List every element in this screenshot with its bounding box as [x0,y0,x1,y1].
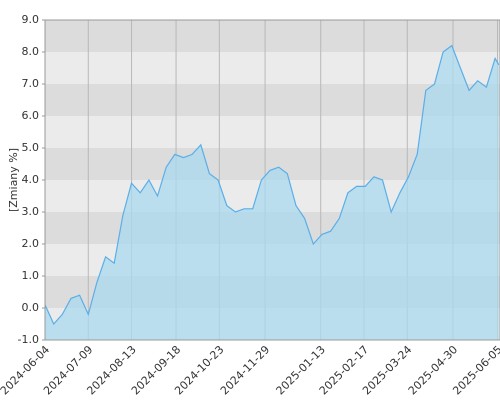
area [45,45,499,340]
y-tick-label: 0.0 [22,301,40,314]
y-tick-label: 7.0 [22,77,40,90]
band [45,20,500,52]
y-tick-label: 4.0 [22,173,40,186]
plot-border [44,19,500,341]
y-tick-label: 9.0 [22,13,40,26]
x-tick-label: 2024-11-29 [218,343,272,397]
y-tick-label: 8.0 [22,45,40,58]
y-axis-label: [Zmiany %] [7,148,20,212]
y-tick-label: 2.0 [22,237,40,250]
line [44,44,500,326]
y-tick-label: 6.0 [22,109,40,122]
y-tick-label: 5.0 [22,141,40,154]
band [45,52,500,84]
y-tick-label: 3.0 [22,205,40,218]
y-tick-label: -1.0 [18,333,39,346]
y-tick-label: 1.0 [22,269,40,282]
